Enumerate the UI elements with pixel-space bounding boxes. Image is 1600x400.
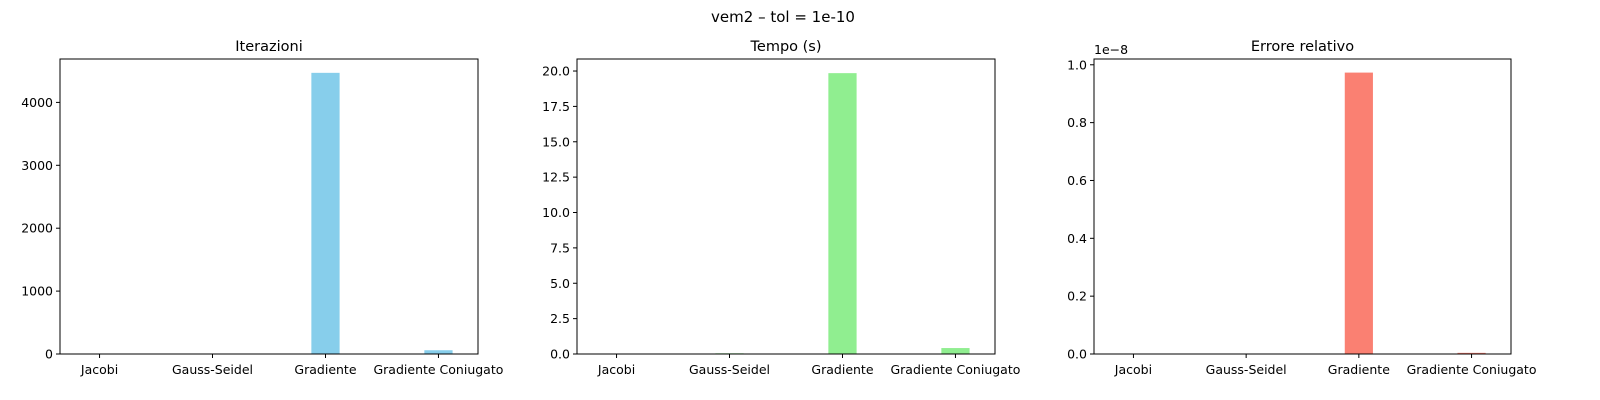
- subplot-iterazioni: 0 1000 2000 3000 4000 Jacobi Gauss-Seidel Gradi…: [21, 39, 503, 377]
- subplot-tempo: 0.0 2.5 5.0 7.5 10.0 12.5 15.0 17.5 20.0 Jacobi Ga…: [542, 39, 1020, 377]
- x-tick-label-jacobi: Jacobi: [80, 362, 118, 377]
- y-tick-label: 10.0: [542, 205, 570, 220]
- bar-gradiente: [311, 72, 340, 354]
- y-tick-label: 7.5: [550, 240, 570, 255]
- y-tick-label: 20.0: [542, 64, 570, 79]
- y-tick-label: 0: [45, 347, 53, 362]
- y-tick-label: 0.8: [1067, 115, 1087, 130]
- x-tick-label-gradiente: Gradiente: [294, 362, 356, 377]
- x-tick-label-gradiente: Gradiente: [1328, 362, 1390, 377]
- axes-frame: [1093, 58, 1512, 355]
- bar-gradiente-coniugato: [1457, 352, 1486, 354]
- bar-gradiente: [828, 73, 857, 354]
- x-tick-label-jacobi: Jacobi: [1114, 362, 1152, 377]
- y-tick-label: 12.5: [542, 170, 570, 185]
- subplot-title: Iterazioni: [235, 39, 302, 55]
- y-tick-label: 4000: [21, 95, 53, 110]
- y-tick-label: 0.0: [1067, 347, 1087, 362]
- axes-frame: [576, 58, 996, 355]
- y-tick-label: 0.2: [1067, 289, 1087, 304]
- x-tick-label-gradiente: Gradiente: [811, 362, 873, 377]
- y-tick-label: 17.5: [542, 99, 570, 114]
- x-tick-label-gauss-seidel: Gauss-Seidel: [689, 362, 770, 377]
- y-tick-label: 0.6: [1067, 173, 1087, 188]
- y-tick-label: 1.0: [1067, 57, 1087, 72]
- bar-gradiente-coniugato: [424, 350, 453, 354]
- y-tick-label: 1000: [21, 284, 53, 299]
- y-tick-label: 3000: [21, 158, 53, 173]
- subplot-title: Errore relativo: [1251, 39, 1354, 55]
- x-tick-label-jacobi: Jacobi: [597, 362, 635, 377]
- y-tick-label: 0.4: [1067, 231, 1087, 246]
- x-tick-label-gradiente-coniugato: Gradiente Coniugato: [373, 362, 503, 377]
- subplot-errore-relativo: 0.0 0.2 0.4 0.6 0.8 1.0 Jacobi Gauss-Seidel Grad…: [1067, 39, 1536, 377]
- figure-suptitle: vem2 – tol = 1e-10: [711, 8, 855, 26]
- bar-gradiente-coniugato: [941, 348, 970, 354]
- x-tick-label-gradiente-coniugato: Gradiente Coniugato: [1407, 362, 1537, 377]
- y-offset-label: 1e−8: [1094, 42, 1128, 57]
- x-tick-label-gauss-seidel: Gauss-Seidel: [172, 362, 253, 377]
- y-tick-label: 5.0: [550, 276, 570, 291]
- subplot-title: Tempo (s): [750, 39, 822, 55]
- x-tick-label-gradiente-coniugato: Gradiente Coniugato: [890, 362, 1020, 377]
- bar-gradiente: [1344, 72, 1373, 354]
- axes-frame: [59, 58, 479, 355]
- x-tick-label-gauss-seidel: Gauss-Seidel: [1206, 362, 1287, 377]
- y-tick-label: 2.5: [550, 311, 570, 326]
- y-tick-label: 2000: [21, 221, 53, 236]
- y-tick-label: 0.0: [550, 347, 570, 362]
- y-tick-label: 15.0: [542, 134, 570, 149]
